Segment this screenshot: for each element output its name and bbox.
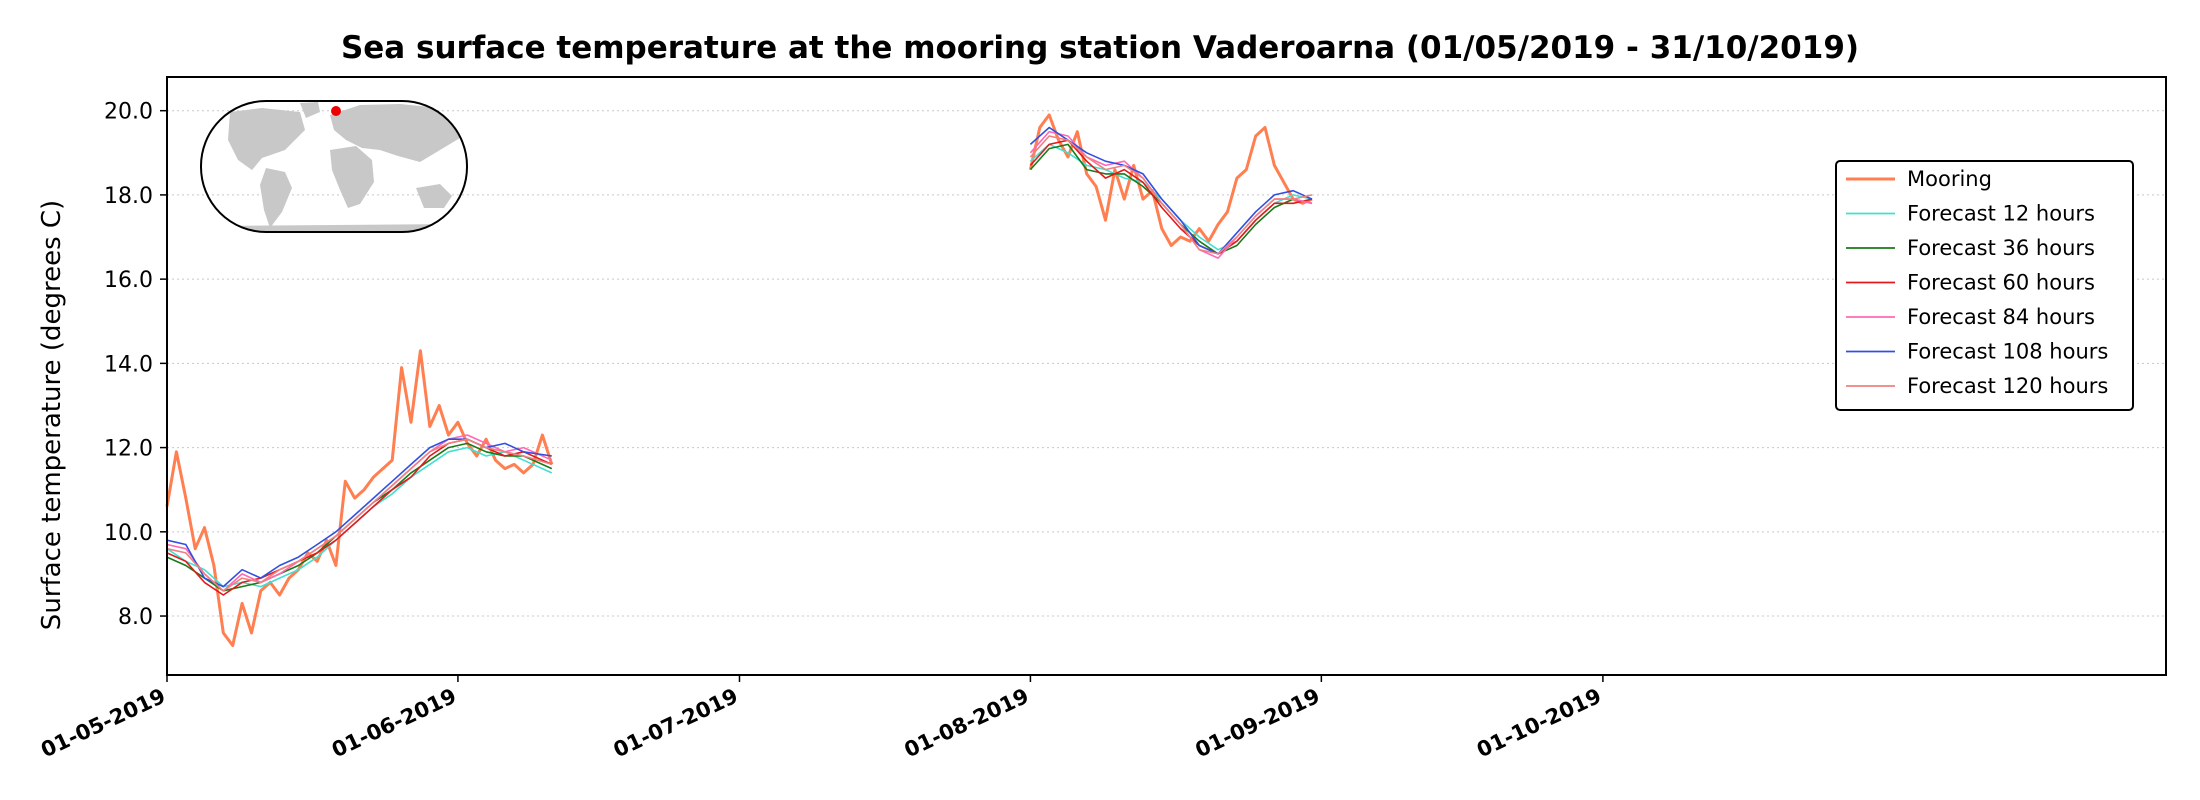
legend-label-forecast-60-hours: Forecast 60 hours bbox=[1907, 271, 2095, 295]
legend-label-forecast-36-hours: Forecast 36 hours bbox=[1907, 236, 2095, 260]
x-tick-label-0: 01-05-2019 bbox=[37, 684, 169, 763]
gridlines bbox=[167, 110, 2166, 617]
series-line-forecast-108-hours-segment-1 bbox=[1029, 126, 1313, 255]
y-axis-ticks: 8.0 10.0 12.0 14.0 16.0 18.0 20.0 bbox=[104, 100, 167, 630]
x-tick-label-5: 01-10-2019 bbox=[1473, 684, 1605, 763]
y-tick-label-2: 12.0 bbox=[104, 437, 153, 462]
south-america-shape bbox=[260, 168, 292, 228]
africa-shape bbox=[330, 146, 374, 208]
greenland-shape bbox=[300, 102, 320, 118]
y-axis-label: Surface temperature (degrees C) bbox=[37, 200, 67, 630]
x-axis-ticks: 01-05-2019 01-06-2019 01-07-2019 01-08-2019… bbox=[37, 675, 1605, 762]
north-america-shape bbox=[228, 108, 305, 170]
x-tick-label-3: 01-08-2019 bbox=[901, 684, 1033, 763]
inset-world-map bbox=[200, 100, 468, 233]
y-tick-label-0: 8.0 bbox=[118, 605, 153, 630]
australia-shape bbox=[416, 184, 452, 208]
y-tick-label-5: 18.0 bbox=[104, 184, 153, 209]
legend-label-forecast-120-hours: Forecast 120 hours bbox=[1907, 374, 2108, 398]
legend-label-mooring: Mooring bbox=[1907, 167, 1992, 191]
series-line-mooring-segment-0 bbox=[165, 349, 554, 647]
antarctica-shape bbox=[201, 224, 467, 232]
x-tick-label-4: 01-09-2019 bbox=[1192, 684, 1324, 763]
series-line-forecast-12-hours-segment-0 bbox=[166, 446, 553, 588]
x-tick-label-1: 01-06-2019 bbox=[328, 684, 460, 763]
legend: Mooring Forecast 12 hours Forecast 36 hour… bbox=[1835, 160, 2134, 411]
plot-area-frame bbox=[166, 76, 2167, 676]
y-tick-label-6: 20.0 bbox=[104, 100, 153, 125]
series-lines bbox=[165, 113, 1313, 647]
legend-label-forecast-84-hours: Forecast 84 hours bbox=[1907, 305, 2095, 329]
legend-label-forecast-12-hours: Forecast 12 hours bbox=[1907, 202, 2095, 226]
eurasia-shape bbox=[330, 104, 465, 162]
y-tick-label-3: 14.0 bbox=[104, 352, 153, 377]
series-line-forecast-36-hours-segment-0 bbox=[166, 442, 553, 592]
station-location-dot bbox=[331, 106, 341, 116]
series-line-forecast-12-hours-segment-1 bbox=[1029, 143, 1313, 251]
series-line-forecast-60-hours-segment-1 bbox=[1029, 139, 1313, 255]
legend-box bbox=[1835, 160, 2134, 411]
chart-title: Sea surface temperature at the mooring s… bbox=[341, 30, 1859, 66]
series-line-forecast-120-hours-segment-1 bbox=[1029, 135, 1313, 255]
inset-map-border bbox=[200, 100, 468, 233]
y-tick-label-1: 10.0 bbox=[104, 521, 153, 546]
series-line-mooring-segment-1 bbox=[1028, 113, 1313, 247]
series-line-forecast-108-hours-segment-0 bbox=[166, 438, 552, 588]
series-line-forecast-120-hours-segment-0 bbox=[166, 438, 553, 592]
y-tick-label-4: 16.0 bbox=[104, 268, 153, 293]
legend-label-forecast-108-hours: Forecast 108 hours bbox=[1907, 340, 2108, 364]
x-tick-label-2: 01-07-2019 bbox=[610, 684, 742, 763]
series-line-forecast-60-hours-segment-0 bbox=[166, 438, 553, 596]
